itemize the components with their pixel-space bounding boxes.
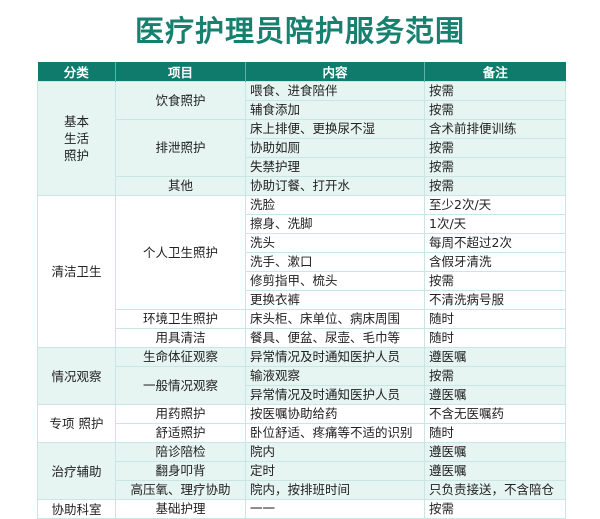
note-cell: 按需 — [424, 81, 566, 101]
item-cell: 一般情况观察 — [115, 366, 246, 405]
header-item: 项目 — [115, 62, 246, 82]
content-cell: 修剪指甲、梳头 — [245, 271, 425, 291]
table-body: 基本 生活 照护 饮食照护 喂食、进食陪伴 按需 辅食添加 按需 排泄照护 床上排便、更换尿不… — [37, 81, 566, 519]
note-cell: 按需 — [424, 499, 566, 519]
table-row: 治疗辅助 陪诊陪检 院内 遵医嘱 — [37, 442, 566, 500]
content-cell: 洗头 — [245, 233, 425, 253]
item-cell: 环境卫生照护 — [115, 309, 246, 329]
content-cell: 喂食、进食陪伴 — [245, 81, 425, 101]
item-cell: 基础护理 — [115, 499, 246, 519]
content-cell: 洗手、漱口 — [245, 252, 425, 272]
table-row: 修剪指甲、梳头 按需 — [38, 271, 566, 291]
table-row: 环境卫生照护 床头柜、床单位、病床周围 随时 — [38, 309, 566, 329]
note-cell: 含假牙清洗 — [424, 252, 566, 272]
note-cell: 随时 — [424, 423, 566, 443]
table-row: 用具清洁 餐具、便盆、尿壶、毛巾等 随时 — [38, 328, 566, 348]
content-cell: 协助如厕 — [245, 138, 425, 158]
note-cell: 随时 — [424, 309, 566, 329]
content-cell: 异常情况及时通知医护人员 — [245, 347, 425, 367]
note-cell: 随时 — [424, 328, 566, 348]
content-cell: 洗脸 — [245, 195, 425, 215]
page-title: 医疗护理员陪护服务范围 — [134, 14, 465, 48]
table-row: 异常情况及时通知医护人员 遵医嘱 — [38, 385, 566, 405]
content-cell: 床头柜、床单位、病床周围 — [245, 309, 425, 329]
content-cell: 院内，按排班时间 — [245, 480, 425, 500]
note-cell: 按需 — [424, 157, 566, 177]
note-cell: 不清洗病号服 — [424, 290, 566, 310]
item-cell: 生命体征观察 — [115, 347, 246, 367]
category-cell: 协助科室 — [37, 499, 116, 519]
item-cell: 陪诊陪检 — [115, 442, 246, 462]
note-cell: 不含无医嘱药 — [424, 404, 566, 424]
table-row: 舒适照护 卧位舒适、疼痛等不适的识别 随时 — [38, 423, 566, 443]
item-cell: 翻身叩背 — [115, 461, 246, 481]
category-cell: 情况观察 — [37, 347, 116, 405]
header-content: 内容 — [245, 62, 425, 82]
table-header-row: 分类 项目 内容 备注 — [37, 62, 566, 82]
note-cell: 至少2次/天 — [424, 195, 566, 215]
item-cell: 用具清洁 — [115, 328, 246, 348]
note-cell: 1次/天 — [424, 214, 566, 234]
content-cell: 床上排便、更换尿不湿 — [245, 119, 425, 139]
category-cell: 基本 生活 照护 — [37, 81, 116, 196]
table-row: 排泄照护 床上排便、更换尿不湿 含术前排便训练 — [38, 119, 566, 177]
content-cell: 失禁护理 — [245, 157, 425, 177]
content-cell: 辅食添加 — [245, 100, 425, 120]
note-cell: 遵医嘱 — [424, 461, 566, 481]
content-cell: 院内 — [245, 442, 425, 462]
table-row: 高压氧、理疗协助 院内，按排班时间 只负责接送，不含陪仓 — [38, 480, 566, 500]
content-cell: 更换衣裤 — [245, 290, 425, 310]
note-cell: 按需 — [424, 366, 566, 386]
note-cell: 按需 — [424, 100, 566, 120]
note-cell: 含术前排便训练 — [424, 119, 566, 139]
note-cell: 按需 — [424, 176, 566, 196]
note-cell: 每周不超过2次 — [424, 233, 566, 253]
item-cell: 排泄照护 — [115, 119, 246, 177]
table-row: 情况观察 生命体征观察 异常情况及时通知医护人员 遵医嘱 — [37, 347, 566, 405]
content-cell: 按医嘱协助给药 — [245, 404, 425, 424]
note-cell: 按需 — [424, 138, 566, 158]
note-cell: 只负责接送，不含陪仓 — [424, 480, 566, 500]
content-cell: 输液观察 — [245, 366, 425, 386]
table-row: 协助如厕 按需 — [38, 138, 566, 158]
header-category: 分类 — [37, 62, 116, 82]
table-row: 清洁卫生 个人卫生照护 洗脸 至少2次/天 — [37, 195, 566, 348]
table-row: 基本 生活 照护 饮食照护 喂食、进食陪伴 按需 — [37, 81, 566, 196]
content-cell: 协助订餐、打开水 — [245, 176, 425, 196]
content-cell: 擦身、洗脚 — [245, 214, 425, 234]
note-cell: 遵医嘱 — [424, 385, 566, 405]
table-row: 洗头 每周不超过2次 — [38, 233, 566, 253]
table-row: 失禁护理 按需 — [38, 157, 566, 177]
header-note: 备注 — [424, 62, 566, 82]
category-cell: 专项 照护 — [37, 404, 116, 443]
table-row: 其他 协助订餐、打开水 按需 — [38, 176, 566, 196]
item-cell: 高压氧、理疗协助 — [115, 480, 246, 500]
content-cell: 餐具、便盆、尿壶、毛巾等 — [245, 328, 425, 348]
table-row: 一般情况观察 输液观察 按需 — [38, 366, 566, 405]
content-cell: 一一 — [245, 499, 425, 519]
service-scope-table: 分类 项目 内容 备注 基本 生活 照护 饮食照护 喂食、进食陪伴 按需 辅食添加 按需排… — [37, 62, 566, 519]
note-cell: 遵医嘱 — [424, 442, 566, 462]
table-row: 专项 照护 用药照护 按医嘱协助给药 不含无医嘱药 — [37, 404, 566, 443]
item-cell: 用药照护 — [115, 404, 246, 424]
table-row: 协助科室 基础护理 一一 按需 — [37, 499, 566, 519]
table-row: 更换衣裤 不清洗病号服 — [38, 290, 566, 310]
content-cell: 定时 — [245, 461, 425, 481]
table-row: 辅食添加 按需 — [38, 100, 566, 120]
item-cell: 个人卫生照护 — [115, 195, 246, 310]
table-row: 翻身叩背 定时 遵医嘱 — [38, 461, 566, 481]
item-cell: 舒适照护 — [115, 423, 246, 443]
content-cell: 异常情况及时通知医护人员 — [245, 385, 425, 405]
note-cell: 按需 — [424, 271, 566, 291]
item-cell: 其他 — [115, 176, 246, 196]
item-cell: 饮食照护 — [115, 81, 246, 120]
table-row: 洗手、漱口 含假牙清洗 — [38, 252, 566, 272]
content-cell: 卧位舒适、疼痛等不适的识别 — [245, 423, 425, 443]
note-cell: 遵医嘱 — [424, 347, 566, 367]
category-cell: 治疗辅助 — [37, 442, 116, 500]
category-cell: 清洁卫生 — [37, 195, 116, 348]
